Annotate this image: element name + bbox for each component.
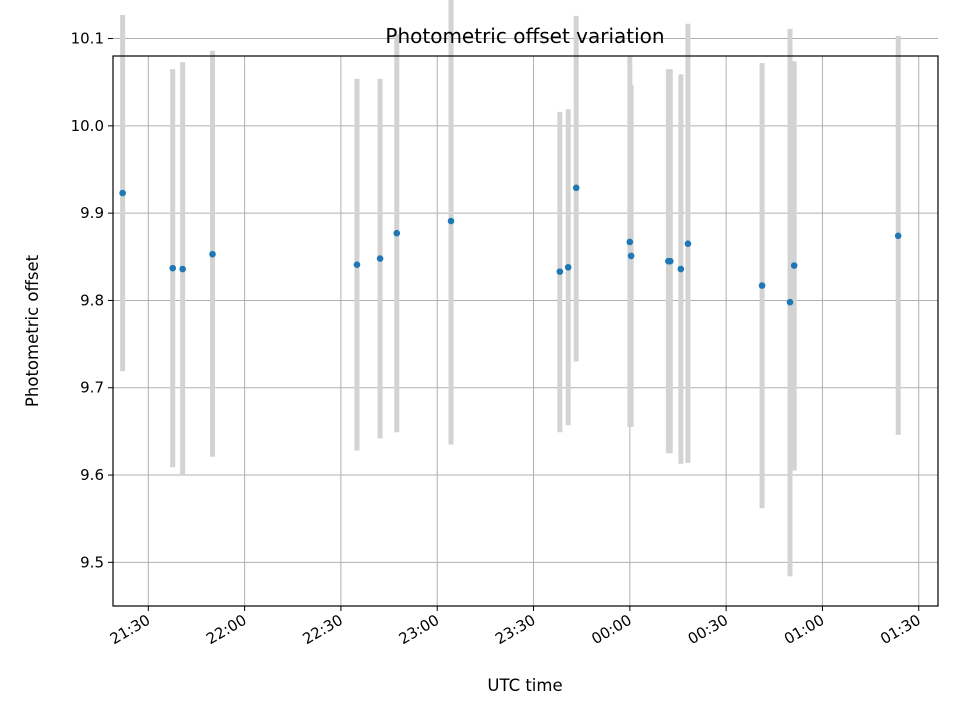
data-point xyxy=(666,257,674,265)
data-point xyxy=(393,229,401,237)
data-point xyxy=(376,255,384,262)
y-tick-label: 10.1 xyxy=(71,30,104,48)
data-point xyxy=(556,268,564,275)
y-axis-title: Photometric offset xyxy=(23,254,42,407)
data-point xyxy=(626,238,634,246)
data-point xyxy=(119,189,126,197)
data-point xyxy=(790,262,798,269)
y-tick-label: 10.0 xyxy=(71,117,104,135)
y-tick-label: 9.7 xyxy=(80,379,104,397)
data-point xyxy=(684,240,692,247)
data-point xyxy=(572,184,580,192)
y-tick-label: 9.9 xyxy=(80,204,104,222)
data-point xyxy=(786,298,794,306)
data-point xyxy=(758,282,766,289)
data-point xyxy=(209,250,216,258)
y-tick-label: 9.8 xyxy=(80,291,104,309)
data-point xyxy=(447,217,455,225)
data-point xyxy=(894,232,902,240)
chart-title: Photometric offset variation xyxy=(385,24,664,48)
data-point xyxy=(677,265,685,273)
data-point xyxy=(564,263,572,271)
data-point xyxy=(169,264,177,272)
x-axis-title: UTC time xyxy=(487,676,562,695)
data-points xyxy=(119,184,902,306)
y-axis: 9.5 9.6 9.7 9.8 9.9 10.0 10.1 xyxy=(71,30,113,571)
plot-area-frame xyxy=(112,55,939,607)
data-point xyxy=(353,261,361,268)
y-tick-label: 9.5 xyxy=(80,553,104,571)
grid-lines xyxy=(113,38,938,606)
data-point xyxy=(627,252,635,260)
data-point xyxy=(179,265,186,273)
y-tick-label: 9.6 xyxy=(80,466,104,484)
